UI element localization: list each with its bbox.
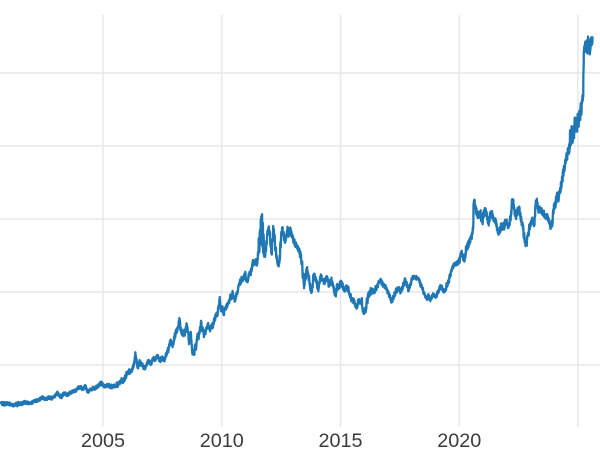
svg-text:2005: 2005 <box>81 430 125 450</box>
svg-text:2010: 2010 <box>200 430 244 450</box>
svg-text:2015: 2015 <box>318 430 362 450</box>
svg-text:2020: 2020 <box>437 430 481 450</box>
